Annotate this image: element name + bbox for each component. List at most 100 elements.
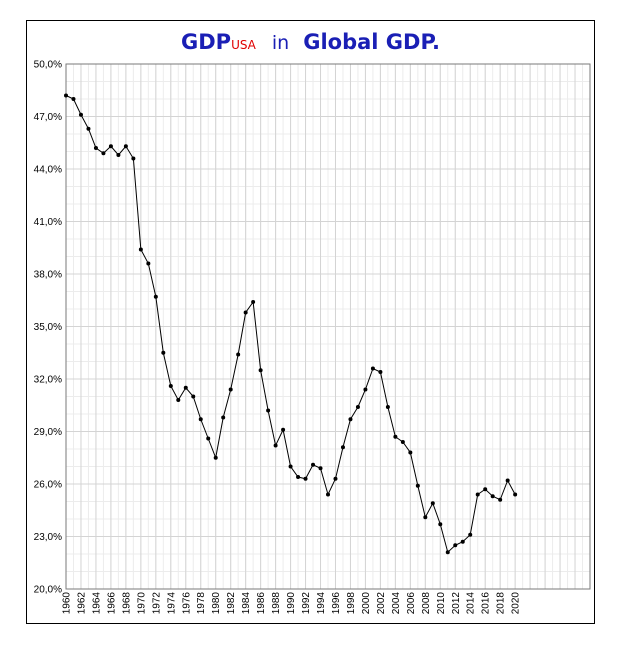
y-tick-label: 41,0% (34, 217, 62, 228)
data-point (475, 492, 480, 497)
data-point (71, 97, 76, 101)
data-point (505, 478, 510, 483)
data-point (370, 366, 375, 371)
title-gdp: GDP (181, 30, 232, 54)
data-point (273, 443, 278, 448)
data-point (415, 483, 420, 488)
data-point (123, 144, 128, 149)
x-tick-label: 1966 (106, 592, 117, 615)
x-tick-label: 2020 (511, 592, 522, 615)
y-tick-label: 44,0% (34, 165, 62, 176)
title-subscript-usa: USA (231, 38, 256, 52)
x-tick-label: 1978 (196, 592, 207, 615)
x-tick-label: 1964 (91, 592, 102, 615)
y-tick-label: 20,0% (34, 585, 62, 596)
data-point (430, 501, 435, 506)
x-tick-label: 1974 (166, 592, 177, 615)
y-tick-label: 26,0% (34, 480, 62, 491)
data-point (86, 126, 91, 131)
data-point (408, 450, 413, 455)
y-tick-label: 32,0% (34, 375, 62, 386)
data-point (108, 144, 113, 149)
data-point (138, 247, 143, 252)
data-point (251, 300, 256, 304)
data-point (318, 466, 323, 471)
data-point (400, 440, 405, 444)
x-tick-label: 1984 (241, 592, 252, 615)
data-point (393, 434, 398, 439)
x-tick-label: 2002 (376, 592, 387, 615)
data-point (161, 350, 166, 355)
y-tick-label: 50,0% (34, 60, 62, 71)
x-tick-label: 1976 (181, 592, 192, 615)
x-tick-label: 1988 (271, 592, 282, 615)
x-tick-label: 2006 (406, 592, 417, 615)
data-point (311, 462, 316, 467)
x-tick-label: 2014 (466, 592, 477, 615)
data-point (363, 387, 368, 392)
x-tick-label: 1960 (62, 592, 73, 615)
title-global-gdp: Global GDP. (303, 30, 440, 54)
data-point (153, 294, 158, 299)
x-tick-label: 1980 (211, 592, 222, 615)
x-tick-label: 2018 (496, 592, 507, 615)
data-point (213, 455, 218, 460)
x-tick-label: 1994 (316, 592, 327, 615)
data-point (116, 153, 121, 157)
data-point (243, 310, 248, 315)
x-tick-label: 1962 (76, 592, 87, 615)
data-point (423, 515, 428, 520)
x-tick-label: 2000 (361, 592, 372, 615)
data-point (198, 417, 203, 422)
data-point (101, 151, 106, 156)
data-point (348, 417, 353, 422)
data-point (490, 494, 495, 499)
data-point (146, 261, 151, 266)
data-point (340, 445, 345, 450)
data-point (288, 464, 293, 469)
data-point (326, 492, 330, 497)
y-tick-label: 47,0% (34, 112, 62, 123)
x-tick-label: 1982 (226, 592, 237, 615)
series-points (64, 93, 518, 555)
y-tick-label: 23,0% (34, 532, 62, 543)
x-tick-label: 1986 (256, 592, 267, 615)
x-tick-label: 2016 (481, 592, 492, 615)
data-point (513, 492, 518, 497)
data-point (93, 146, 98, 150)
data-point (228, 387, 233, 392)
y-tick-label: 38,0% (34, 270, 62, 281)
data-point (296, 475, 301, 479)
data-point (191, 394, 196, 399)
x-tick-label: 1972 (151, 592, 162, 615)
data-point (483, 487, 488, 492)
x-tick-label: 2008 (421, 592, 432, 615)
data-point (206, 436, 211, 441)
title-in: in (271, 32, 290, 54)
x-tick-label: 1970 (136, 592, 147, 615)
x-tick-label: 1968 (121, 592, 132, 615)
data-point (64, 93, 68, 98)
data-point (176, 398, 181, 402)
data-point (221, 415, 226, 420)
data-point (236, 352, 241, 357)
plot-area-border (65, 63, 591, 590)
x-tick-label: 1996 (331, 592, 342, 615)
data-point (445, 550, 450, 555)
data-point (266, 408, 271, 413)
x-tick-label: 1998 (346, 592, 357, 615)
data-point (385, 405, 390, 409)
data-point (78, 112, 83, 117)
data-point (258, 368, 263, 373)
y-axis-ticks: 20,0% 23,0% 26,0% 29,0% 32,0% 35,0% 38,0% 41,0%… (34, 60, 62, 596)
y-tick-label: 35,0% (34, 322, 62, 333)
y-tick-label: 29,0% (34, 427, 62, 438)
data-point (438, 522, 443, 527)
data-point (498, 497, 503, 502)
x-axis-ticks: 1960 1962 1964 1966 1968 1970 1972 1974 1976 1978… (62, 592, 522, 615)
data-point (183, 385, 188, 390)
x-tick-label: 1992 (301, 592, 312, 615)
data-point (355, 405, 360, 409)
data-point (131, 156, 136, 161)
